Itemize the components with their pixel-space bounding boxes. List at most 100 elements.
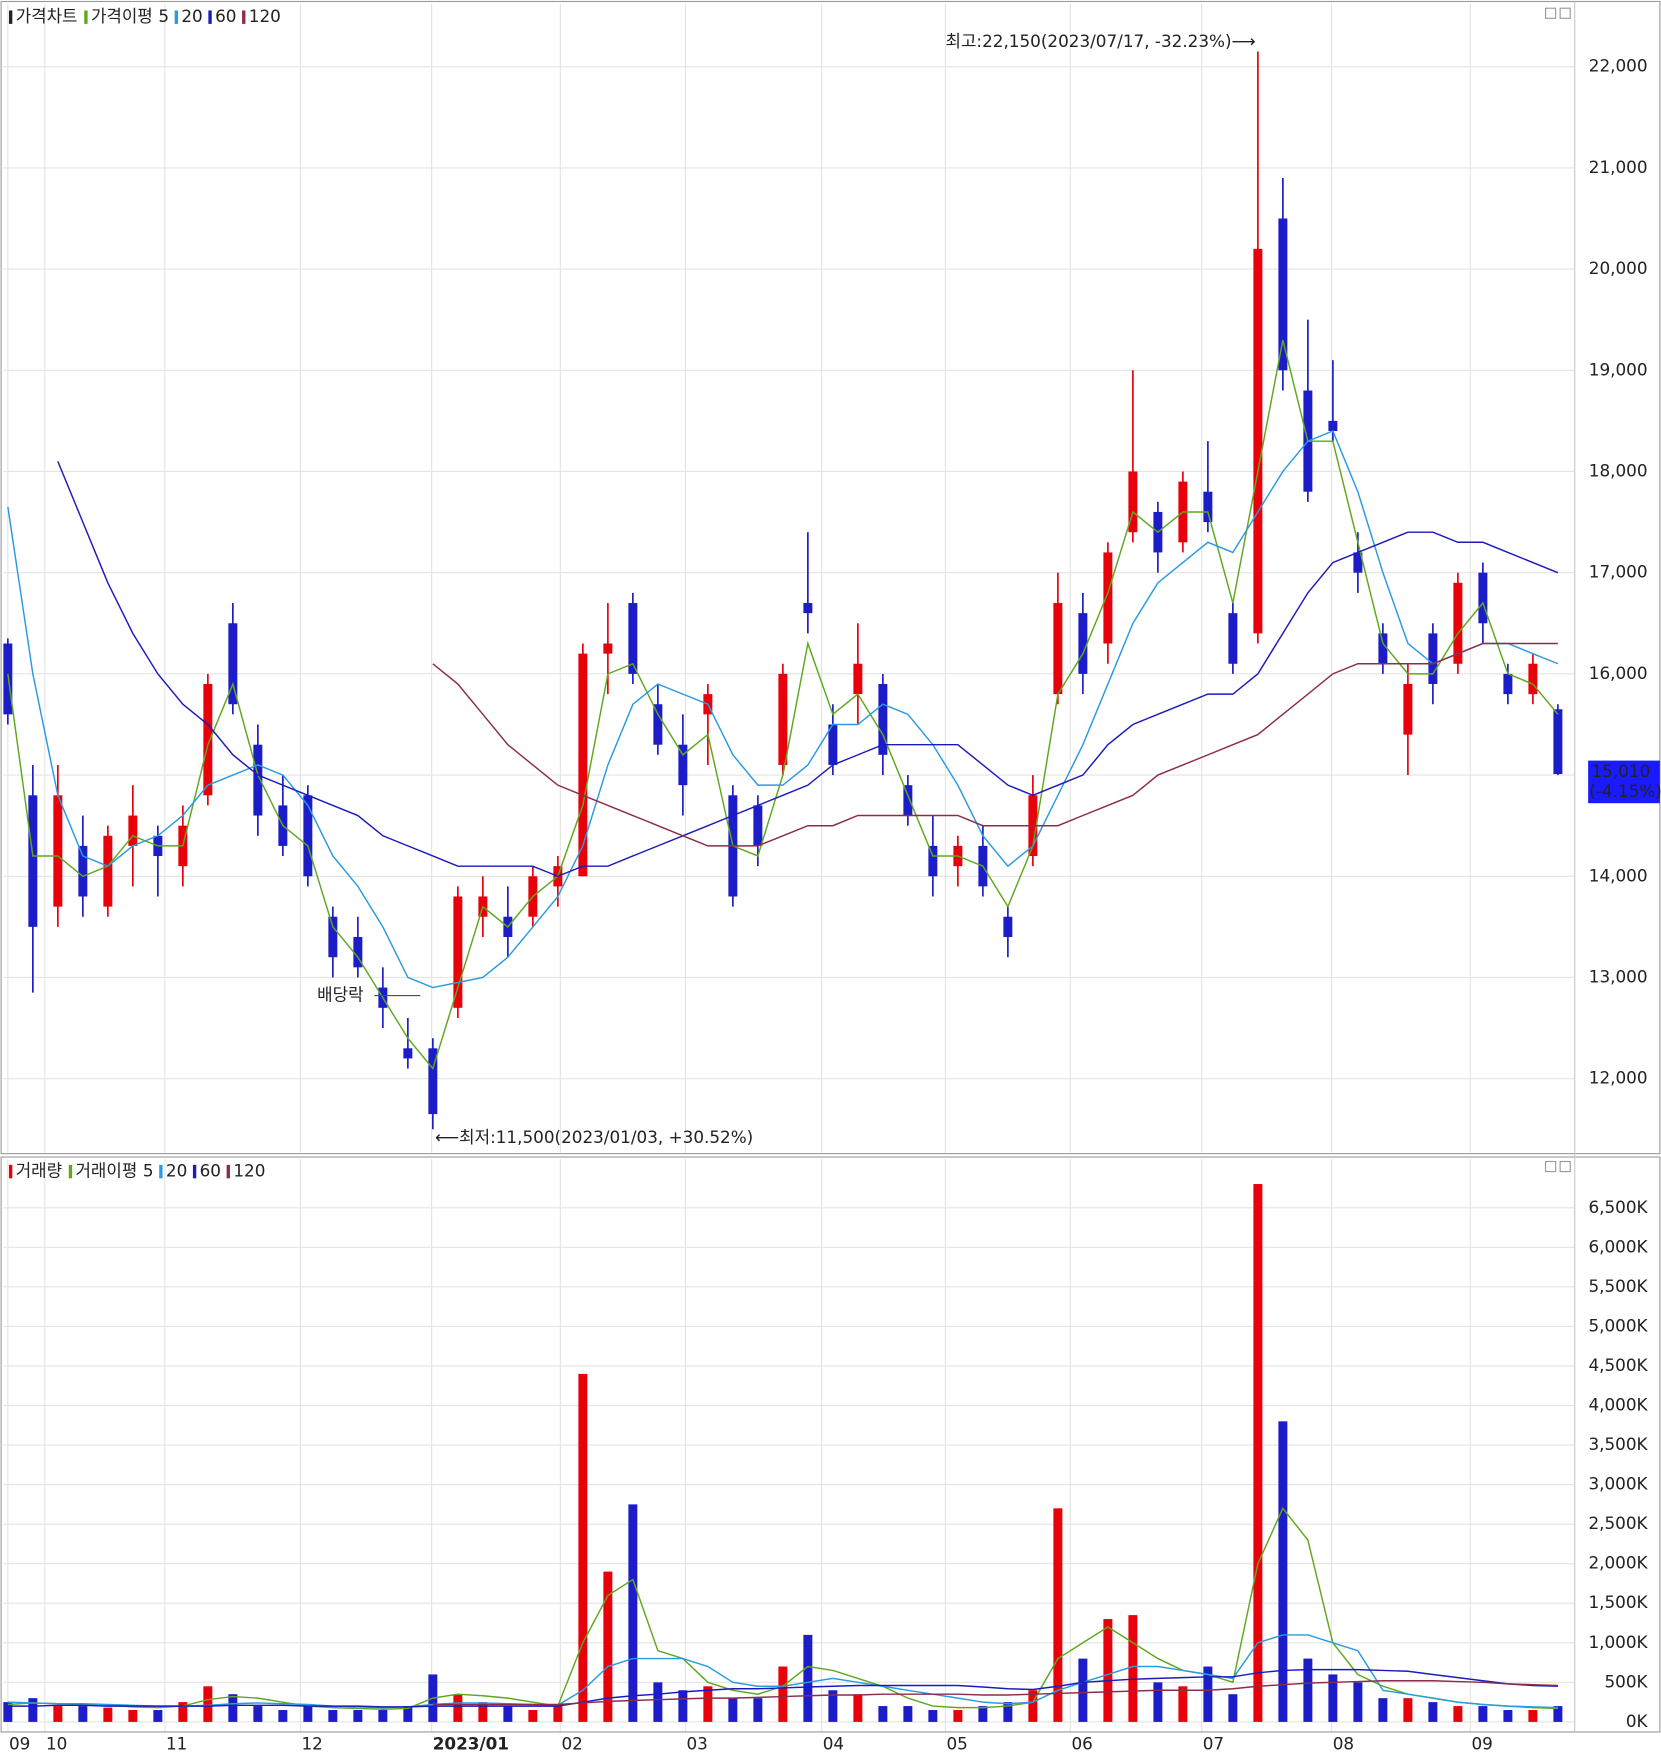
candle-body: [428, 1048, 438, 1115]
x-tick-label: 07: [1203, 1733, 1224, 1753]
volume-bar: [728, 1698, 738, 1722]
candle-body: [1078, 613, 1088, 674]
x-tick-label: 12: [301, 1733, 322, 1753]
volume-bar: [1478, 1706, 1488, 1722]
volume-bar: [1353, 1682, 1363, 1722]
y-tick-label: 5,000K: [1588, 1315, 1648, 1335]
candle-body: [603, 643, 613, 654]
legend-entry: 20: [166, 1161, 187, 1181]
volume-bar: [478, 1702, 488, 1722]
volume-bar: [1428, 1702, 1438, 1722]
panel-button[interactable]: [1559, 7, 1571, 19]
candle-body: [1428, 633, 1438, 684]
volume-bar: [1503, 1710, 1513, 1722]
y-tick-label: 4,000K: [1588, 1395, 1648, 1415]
ma-line: [7, 339, 1559, 1071]
y-tick-label: 6,000K: [1588, 1236, 1648, 1256]
volume-bar: [1003, 1702, 1013, 1722]
legend-entry: 20: [181, 6, 202, 26]
y-tick-label: 1,500K: [1588, 1592, 1648, 1612]
volume-bar: [153, 1710, 163, 1722]
volume-bar: [853, 1694, 863, 1722]
volume-bar: [1528, 1710, 1538, 1722]
last-price-box: [1588, 760, 1660, 804]
volume-bar: [378, 1710, 388, 1722]
volume-bar: [1253, 1184, 1263, 1722]
legend-entry: 60: [200, 1161, 221, 1181]
volume-bar: [353, 1710, 363, 1722]
volume-bar: [303, 1706, 313, 1722]
volume-bar: [328, 1710, 338, 1722]
candle-body: [78, 845, 88, 897]
ma-line: [432, 1680, 1558, 1706]
candle-body: [1378, 633, 1388, 664]
volume-bar: [653, 1682, 663, 1722]
panel-button[interactable]: [1559, 1160, 1571, 1173]
ma-line: [7, 1634, 1558, 1709]
volume-bar: [1153, 1682, 1163, 1722]
candle-body: [678, 744, 688, 786]
x-tick-label: 02: [561, 1733, 582, 1753]
volume-bar: [1178, 1686, 1188, 1722]
candle-body: [353, 936, 363, 968]
y-tick-label: 21,000: [1589, 157, 1648, 177]
y-tick-label: 17,000: [1589, 562, 1648, 582]
volume-bar: [1053, 1508, 1063, 1722]
candle-body: [878, 683, 888, 755]
volume-bar: [1453, 1706, 1463, 1722]
x-tick-label: 03: [686, 1733, 707, 1753]
candle-body: [1203, 491, 1213, 523]
candle-body: [1353, 552, 1363, 573]
candle-body: [1253, 248, 1263, 634]
volume-bar: [1203, 1666, 1213, 1722]
last-price: 15,010: [1592, 761, 1651, 781]
candle-body: [228, 623, 238, 705]
volume-bar: [1128, 1615, 1138, 1722]
legend-entry: 5: [158, 6, 169, 26]
dividend-annotation: 배당락: [317, 985, 363, 1005]
y-tick-label: 3,000K: [1588, 1474, 1648, 1494]
legend-marker: [242, 10, 246, 24]
y-tick-label: 14,000: [1589, 865, 1648, 885]
ma-line: [432, 642, 1558, 847]
x-tick-label: 09: [9, 1733, 30, 1753]
x-tick-label: 08: [1333, 1733, 1354, 1753]
candle-body: [753, 805, 763, 846]
candle-body: [1478, 572, 1488, 624]
legend-marker: [84, 10, 88, 24]
candle-body: [1278, 218, 1288, 371]
candle-body: [303, 795, 313, 877]
volume-bar: [128, 1710, 138, 1722]
x-tick-label: 10: [46, 1733, 67, 1753]
grid-layer: [3, 3, 1575, 1732]
volume-bar: [1278, 1421, 1288, 1722]
y-tick-label: 5,500K: [1588, 1276, 1648, 1296]
volume-bar: [253, 1706, 263, 1722]
candle-body: [1003, 916, 1013, 937]
candle-body: [1403, 683, 1413, 735]
volume-bar: [1403, 1698, 1413, 1722]
candle-body: [578, 653, 588, 877]
candle-body: [1553, 709, 1563, 775]
volume-bar: [928, 1710, 938, 1722]
volume-bar: [903, 1706, 913, 1722]
volume-bar: [503, 1706, 513, 1722]
candle-body: [1228, 613, 1238, 664]
y-tick-label: 13,000: [1589, 966, 1648, 986]
volume-bar: [403, 1706, 413, 1722]
panel-button[interactable]: [1544, 7, 1557, 19]
candle-body: [1328, 420, 1338, 431]
candle-body: [828, 724, 838, 765]
panel-button[interactable]: [1544, 1160, 1557, 1173]
y-tick-label: 2,500K: [1588, 1513, 1648, 1533]
candle-body: [253, 744, 263, 816]
volume-bar: [703, 1686, 713, 1722]
legend-entry: 60: [215, 6, 236, 26]
volume-bar: [3, 1702, 13, 1722]
volume-bar: [1078, 1658, 1088, 1722]
volume-bar: [578, 1373, 588, 1722]
y-tick-label: 16,000: [1589, 663, 1648, 683]
y-tick-label: 19,000: [1589, 359, 1648, 379]
y-tick-label: 0K: [1626, 1711, 1649, 1731]
